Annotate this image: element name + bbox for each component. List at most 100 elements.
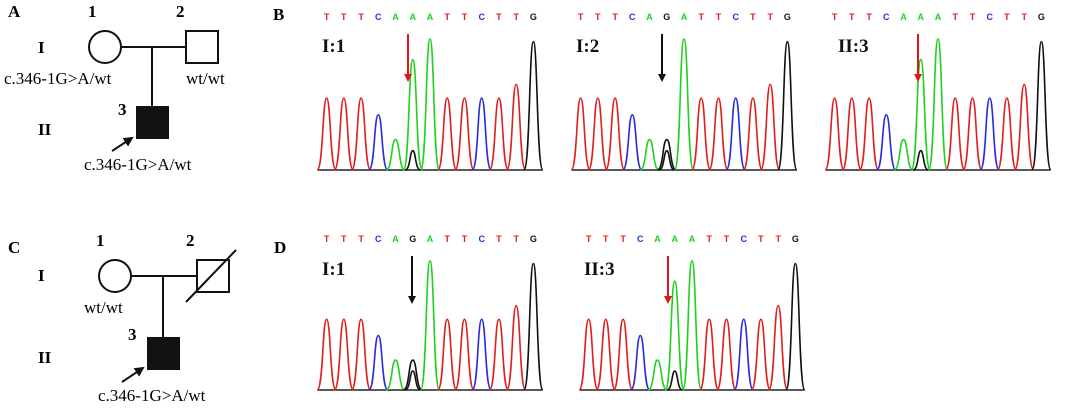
chromatogram-traces: T T T C A A A T T C T T GI:1T T T C A G A T T C T T GI:2T T T C A A A T…: [316, 12, 1052, 391]
chromatogram-b-II-3: T T T C A A A T T C T T GII:3: [824, 12, 1052, 171]
trace-peak: [505, 83, 527, 171]
base-call-letter: T: [706, 234, 712, 244]
generation-label-ii: II: [38, 120, 52, 139]
trace-peak: [725, 97, 746, 171]
trace-label: I:1: [322, 259, 345, 280]
trace-peak: [578, 318, 599, 391]
trace-peak: [927, 38, 949, 171]
panel-c-pedigree: C I II 1 2 3 wt/wt c.346-1G>A/wt: [8, 231, 237, 405]
base-call-letter: C: [637, 234, 644, 244]
base-call-letter: T: [462, 234, 468, 244]
base-call-letter: T: [775, 234, 781, 244]
trace-peak: [454, 97, 475, 171]
trace-peak: [587, 97, 609, 171]
trace-peak: [664, 280, 685, 391]
genotype-individual-3: c.346-1G>A/wt: [98, 386, 206, 405]
trace-peak: [604, 97, 626, 171]
chromatogram-b-I-2: T T T C A G A T T C T T GI:2: [570, 12, 798, 171]
base-call-letter: A: [427, 234, 434, 244]
base-call-letter: A: [672, 234, 679, 244]
individual-number-3: 3: [128, 325, 137, 344]
base-call-letter: T: [750, 12, 756, 22]
base-call-letter: A: [427, 12, 434, 22]
base-call-letter: C: [375, 234, 382, 244]
individual-number-2: 2: [186, 231, 195, 250]
base-call-letter: T: [1021, 12, 1027, 22]
secondary-peak: [404, 149, 421, 171]
base-call-letter: C: [375, 12, 382, 22]
base-call-letter: C: [629, 12, 636, 22]
female-unaffected-symbol: [88, 30, 122, 64]
base-call-letter: T: [496, 12, 502, 22]
chromatogram-d-II-3: T T T C A A A T T C T T GII:3: [578, 234, 806, 391]
base-call-letter: A: [900, 12, 907, 22]
panel-letter-b: B: [273, 5, 284, 24]
trace-peak: [505, 304, 527, 391]
base-call-letter: A: [410, 12, 417, 22]
trace-peak: [767, 304, 789, 391]
deceased-slash: [185, 249, 237, 303]
base-call-letter: A: [935, 12, 942, 22]
trace-peak: [708, 97, 729, 171]
base-call-letter: T: [620, 234, 626, 244]
base-call-letter: A: [681, 12, 688, 22]
individual-number-1: 1: [88, 2, 97, 21]
trace-peak: [777, 40, 798, 171]
secondary-peak: [658, 149, 675, 171]
base-call-letter: G: [530, 12, 537, 22]
trace-peak: [350, 97, 372, 171]
base-call-letter: G: [663, 12, 670, 22]
base-call-letter: G: [784, 12, 791, 22]
male-affected-proband-symbol: [136, 106, 169, 139]
secondary-peak: [666, 370, 683, 391]
mutation-site-arrowhead: [914, 74, 922, 82]
male-deceased-symbol: [196, 259, 230, 293]
trace-peak: [893, 138, 914, 171]
base-call-letter: C: [478, 234, 485, 244]
trace-peak: [523, 40, 544, 171]
mutation-site-arrowhead: [408, 296, 416, 304]
trace-peak: [759, 83, 781, 171]
trace-peak: [824, 97, 845, 171]
trace-label: I:1: [322, 36, 345, 57]
genotype-individual-1: c.346-1G>A/wt: [4, 69, 112, 88]
base-call-letter: A: [689, 234, 696, 244]
male-unaffected-symbol: [185, 30, 219, 64]
panel-letter-c: C: [8, 238, 20, 257]
base-call-letter: T: [866, 12, 872, 22]
individual-number-2: 2: [176, 2, 185, 21]
base-call-letter: T: [513, 234, 519, 244]
trace-label: I:2: [576, 36, 599, 57]
trace-label: II:3: [584, 259, 615, 280]
trace-peak: [437, 318, 458, 391]
base-call-letter: T: [698, 12, 704, 22]
trace-peak: [488, 318, 510, 391]
base-call-letter: T: [358, 234, 364, 244]
trace-peak: [402, 359, 423, 391]
base-call-letter: T: [324, 234, 330, 244]
trace-peak: [910, 58, 931, 171]
trace-label: II:3: [838, 36, 869, 57]
male-affected-proband-symbol: [147, 337, 180, 370]
base-call-letter: T: [849, 12, 855, 22]
generation-label-ii: II: [38, 348, 52, 367]
trace-peak: [750, 318, 772, 391]
trace-peak: [742, 97, 764, 171]
trace-peak: [996, 97, 1018, 171]
base-call-letter: A: [654, 234, 661, 244]
panel-letter-d: D: [274, 238, 286, 257]
mutation-site-arrowhead: [664, 296, 672, 304]
trace-peak: [876, 113, 897, 171]
base-call-letter: G: [409, 234, 416, 244]
base-call-letter: T: [724, 234, 730, 244]
mutation-site-arrowhead: [658, 74, 666, 82]
trace-peak: [962, 97, 983, 171]
trace-peak: [471, 318, 492, 391]
base-call-letter: T: [341, 12, 347, 22]
generation-label-i: I: [38, 38, 45, 57]
base-call-letter: C: [732, 12, 739, 22]
base-call-letter: A: [392, 12, 399, 22]
trace-peak: [681, 259, 703, 391]
trace-peak: [437, 97, 458, 171]
